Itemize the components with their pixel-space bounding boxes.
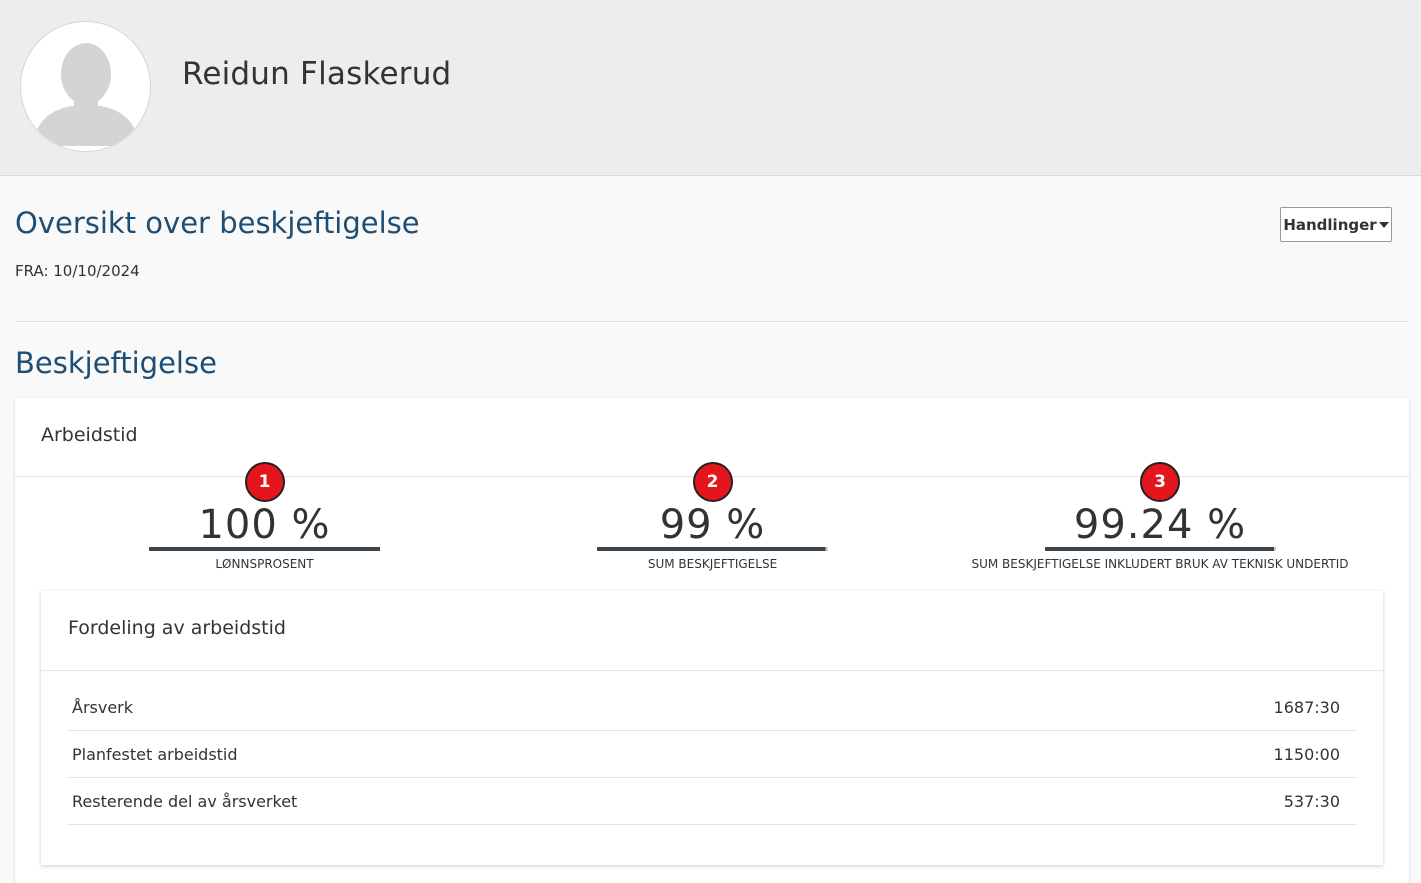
stat-badge: 2: [692, 462, 733, 502]
stat-value: 99 %: [659, 502, 766, 548]
row-value: 1687:30: [1273, 697, 1340, 717]
distribution-title: Fordeling av arbeidstid: [68, 617, 286, 639]
table-row: Resterende del av årsverket 537:30: [67, 778, 1357, 825]
table-row: Årsverk 1687:30: [67, 684, 1357, 731]
table-row: Planfestet arbeidstid 1150:00: [67, 731, 1357, 778]
row-label: Planfestet arbeidstid: [72, 744, 238, 764]
stat-value: 99.24 %: [1073, 502, 1247, 548]
stat-label: SUM BESKJEFTIGELSE: [647, 557, 778, 571]
page-title: Oversikt over beskjeftigelse: [15, 206, 420, 240]
caret-down-icon: [1378, 221, 1389, 228]
stat-progress-bar: [1044, 547, 1276, 551]
section-title: Beskjeftigelse: [15, 346, 217, 380]
stat-badge: 3: [1140, 462, 1180, 502]
stat-label: LØNNSPROSENT: [215, 557, 314, 571]
stat-salary-percent: 1 100 % LØNNSPROSENT: [149, 462, 380, 571]
row-label: Resterende del av årsverket: [72, 791, 298, 811]
stat-label: SUM BESKJEFTIGELSE INKLUDERT BRUK AV TEK…: [971, 557, 1349, 571]
user-name: Reidun Flaskerud: [182, 56, 452, 92]
actions-button-label: Handlinger: [1283, 215, 1377, 234]
distribution-header: Fordeling av arbeidstid: [41, 591, 1383, 671]
row-label: Årsverk: [72, 697, 134, 717]
stat-sum-employment: 2 99 % SUM BESKJEFTIGELSE: [597, 462, 828, 571]
stat-sum-employment-technical: 3 99.24 % SUM BESKJEFTIGELSE INKLUDERT B…: [960, 462, 1360, 571]
divider: [15, 321, 1408, 322]
row-value: 537:30: [1283, 791, 1340, 811]
stat-progress-bar: [597, 547, 828, 551]
row-value: 1150:00: [1273, 744, 1340, 764]
profile-header: Reidun Flaskerud: [0, 0, 1421, 176]
working-time-card: Arbeidstid 1 100 % LØNNSPROSENT 2 99 % S…: [15, 398, 1409, 883]
card-title: Arbeidstid: [41, 424, 138, 446]
avatar: [20, 21, 151, 152]
distribution-card: Fordeling av arbeidstid Årsverk 1687:30 …: [41, 591, 1383, 865]
from-date: FRA: 10/10/2024: [15, 262, 140, 280]
stat-badge: 1: [244, 462, 285, 502]
actions-dropdown-button[interactable]: Handlinger: [1280, 207, 1392, 242]
stat-value: 100 %: [198, 502, 331, 548]
stat-progress-bar: [149, 547, 380, 551]
user-silhouette-icon: [35, 43, 137, 146]
distribution-table: Årsverk 1687:30 Planfestet arbeidstid 11…: [67, 684, 1357, 825]
